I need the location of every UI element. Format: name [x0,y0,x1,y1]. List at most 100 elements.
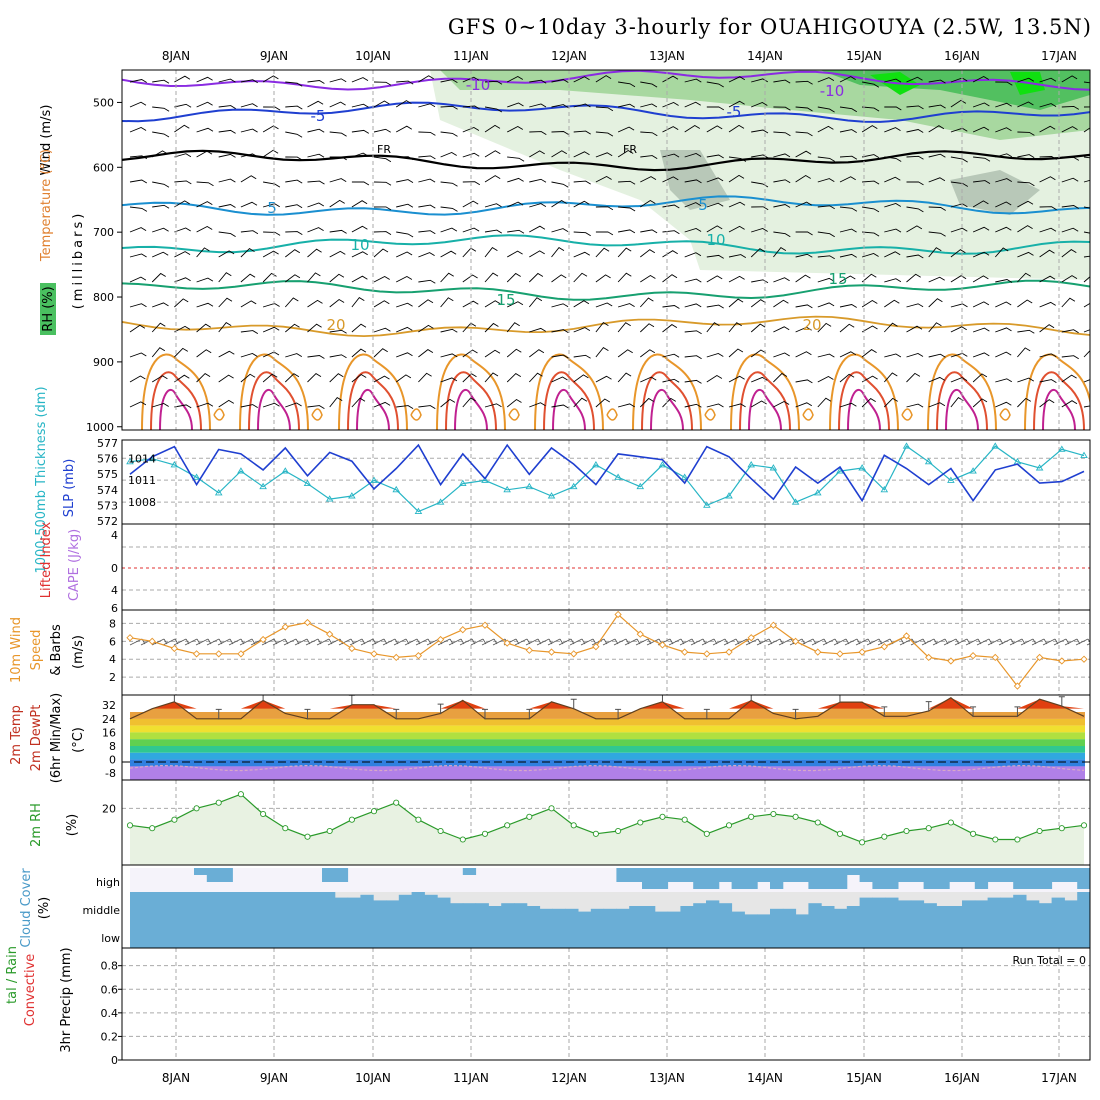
rh-marker [1058,825,1065,832]
temp-color-band [130,746,1085,753]
temp-color-band [130,739,1085,746]
cloud-high-bar [206,868,221,882]
wind-speed-line [129,613,1085,688]
wind-barb [196,277,214,283]
top-date-label: 13JAN [649,49,685,63]
wind-marker [503,639,511,647]
wind-barb [307,80,325,84]
wind-barb [218,78,236,83]
wind-barb [972,398,988,408]
wind-barb [728,76,746,83]
wind-barb [218,374,234,383]
wind-barb [174,347,189,358]
wind-barb [751,154,769,159]
wind-barb [1017,154,1035,158]
wind-barb [551,274,567,283]
wind-barb [218,231,236,237]
wind-marker [1058,657,1066,665]
wind-barb [883,372,898,383]
wind-barb [396,179,414,183]
thickness-marker [902,442,911,449]
wind-barb [373,375,390,383]
wind-barb [928,206,946,211]
wind-barb [995,378,1013,383]
wind-barb [972,75,989,83]
rh-marker [437,827,444,835]
wind-barb [484,372,499,383]
wind-barb [373,348,388,358]
wind-marker [991,653,999,662]
temp-color-band [130,759,1085,767]
wind-barb [152,79,170,84]
cloud-middle-bar [898,900,912,920]
bottom-date-label: 8JAN [162,1071,190,1085]
cloud-middle-bar [859,897,873,920]
label-slp: SLP (mb) [62,459,77,518]
cloud-high-bar [923,868,937,889]
wind-barb [1017,225,1033,233]
rh-marker [526,813,533,820]
surface-contour [936,371,988,430]
cloud-low-fill [130,920,1090,948]
wind-barb [351,200,368,208]
top-date-label: 8JAN [162,49,190,63]
wind-barb [884,78,902,83]
wind-barb [329,373,344,383]
temp-tick-label: 24 [102,713,116,726]
wind-barb [995,327,1012,333]
wind-marker [259,635,267,644]
wind-marker [880,643,888,651]
cloud-middle-bar [744,914,758,920]
wind-barb [551,181,569,188]
wind-barb [1039,379,1057,383]
thickness-marker [214,489,223,496]
thickness-tick-label: 572 [97,515,118,528]
thickness-marker [614,473,622,480]
wind-barb [1061,297,1076,308]
cloud-high-bar [1038,868,1053,889]
wind-barb [196,201,213,208]
wind-barb [462,397,476,408]
wind-barb [395,100,412,108]
small-contour [311,408,323,421]
wind-barb [462,105,480,110]
cloud-high-bar [1064,868,1078,882]
wind-barb [995,279,1013,283]
cloud-middle-bar [168,892,182,920]
wind-barb [906,76,923,83]
wind-barb [640,155,658,159]
wind-barb [950,156,968,163]
wind-barb [218,105,236,109]
wind-barb [640,103,658,108]
wind-barb [307,373,322,383]
wind-barb [595,322,609,333]
wind-marker [414,651,423,660]
wind-barb [262,203,280,208]
wind-barb [950,326,967,333]
wind-barb [484,403,502,408]
wind-barb [440,377,458,383]
wind-barb [218,297,233,308]
wind-barb [129,227,147,233]
wind-marker [703,650,711,658]
wind-barb [595,106,614,112]
surface-contour [150,371,202,430]
wind-marker [1080,655,1088,663]
wind-barb [595,398,611,408]
contour-label: -10 [466,76,491,94]
thickness-series-line [129,445,1085,513]
wind-barb [196,150,213,158]
cloud-panel: high middle low Cloud Cover (%) [19,864,1091,949]
rh-marker [881,833,888,840]
wind-barb [329,397,343,408]
contour-label: -5 [311,107,326,125]
wind-barb [684,124,701,133]
wind-barb [662,204,680,209]
label-wind10-a: 10m Wind [9,617,24,683]
bottom-date-label: 14JAN [747,1071,783,1085]
cloud-high-bar [770,868,784,889]
wind-barb [861,375,878,383]
wind-barb [174,124,190,133]
wind-barb [262,149,279,158]
wind-barb [884,176,901,183]
